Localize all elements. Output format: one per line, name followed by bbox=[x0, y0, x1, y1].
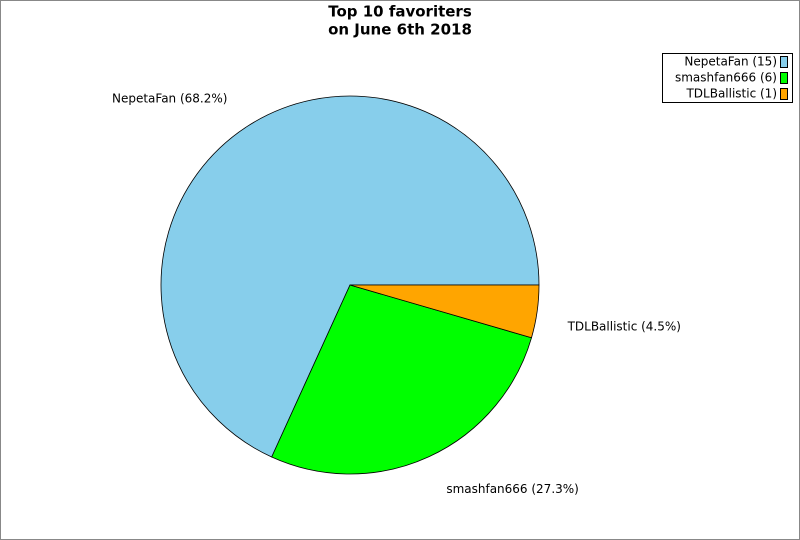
legend-label: TDLBallistic (1) bbox=[685, 87, 777, 101]
legend-swatch bbox=[780, 56, 788, 68]
legend-box bbox=[662, 53, 793, 103]
pie-slice bbox=[349, 284, 540, 339]
slice-label: NepetaFan (68.2%) bbox=[112, 91, 227, 105]
pie-slice bbox=[271, 284, 532, 475]
legend-label: NepetaFan (15) bbox=[684, 55, 777, 69]
chart-title: Top 10 favoriters bbox=[328, 3, 472, 21]
slice-label: smashfan666 (27.3%) bbox=[446, 482, 579, 496]
slice-label: TDLBallistic (4.5%) bbox=[567, 319, 681, 333]
legend-swatch bbox=[780, 72, 788, 84]
pie-slice bbox=[160, 95, 540, 458]
legend-swatch bbox=[780, 88, 788, 100]
chart-subtitle: on June 6th 2018 bbox=[328, 21, 472, 39]
legend-label: smashfan666 (6) bbox=[675, 71, 777, 85]
